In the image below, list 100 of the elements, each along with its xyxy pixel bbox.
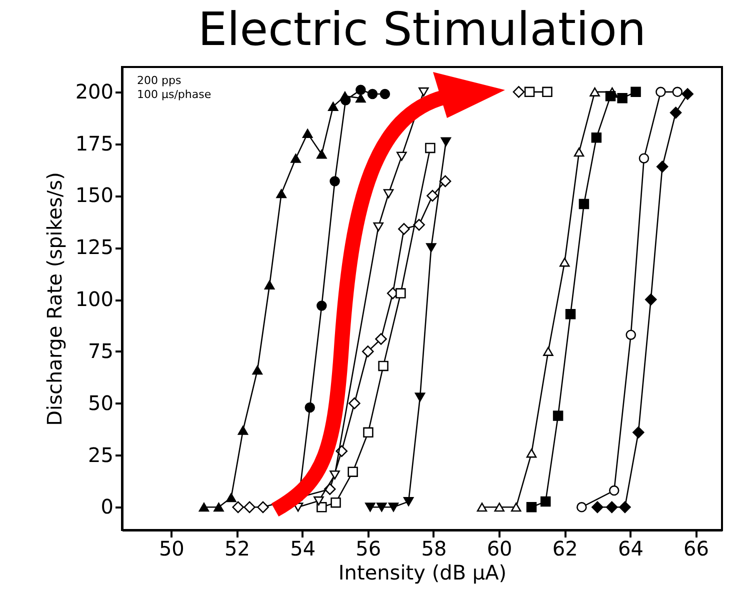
- point: [439, 175, 452, 188]
- point: [540, 496, 551, 507]
- point: [198, 502, 210, 512]
- point: [574, 148, 584, 157]
- point: [512, 86, 525, 98]
- point: [363, 427, 374, 438]
- point: [656, 86, 666, 98]
- annotation: 200 pps: [137, 74, 182, 87]
- point: [302, 128, 313, 138]
- point: [590, 87, 600, 96]
- point: [373, 222, 384, 232]
- point: [375, 333, 387, 345]
- point: [626, 330, 636, 340]
- point: [670, 106, 682, 119]
- point: [644, 294, 657, 306]
- point: [426, 243, 436, 252]
- point: [560, 258, 570, 267]
- y-tick-label: 0: [100, 494, 114, 519]
- point: [316, 300, 327, 311]
- x-axis-title: Intensity (dB μA): [338, 560, 507, 584]
- point: [316, 502, 327, 512]
- point: [244, 501, 256, 514]
- point: [388, 502, 399, 512]
- point: [418, 87, 429, 96]
- point: [630, 86, 641, 98]
- point: [314, 496, 324, 506]
- point: [656, 160, 668, 173]
- annotation: 100 μs/phase: [137, 88, 212, 101]
- point: [425, 142, 436, 154]
- x-tick-label: 60: [486, 536, 512, 560]
- point: [378, 360, 388, 372]
- y-tick-label: 200: [75, 79, 114, 104]
- point: [440, 137, 452, 146]
- point: [576, 502, 587, 512]
- point: [340, 95, 351, 106]
- y-tick-label: 25: [88, 442, 114, 467]
- point: [592, 501, 604, 514]
- point: [383, 189, 394, 198]
- point: [413, 218, 425, 231]
- point: [257, 501, 269, 514]
- point: [476, 502, 488, 512]
- point: [396, 152, 407, 161]
- point: [348, 397, 360, 410]
- x-tick-label: 62: [552, 536, 578, 560]
- point: [226, 493, 236, 502]
- x-tick-label: 66: [684, 536, 709, 560]
- point: [682, 88, 694, 100]
- x-tick-label: 56: [356, 536, 382, 560]
- y-tick-label: 50: [88, 390, 114, 415]
- point: [238, 426, 248, 435]
- point: [330, 176, 340, 186]
- y-tick-label: 150: [75, 183, 114, 208]
- point: [365, 502, 376, 512]
- point: [398, 223, 410, 235]
- point: [214, 502, 224, 512]
- x-tick-label: 64: [618, 536, 644, 560]
- point: [672, 86, 683, 98]
- y-axis-title: Discharge Rate (spikes/s): [42, 172, 66, 426]
- point: [619, 501, 631, 514]
- point: [304, 402, 315, 413]
- point: [356, 94, 366, 103]
- point: [376, 502, 387, 512]
- point: [617, 93, 628, 104]
- point: [510, 502, 522, 512]
- point: [252, 366, 263, 375]
- point: [330, 497, 341, 508]
- point: [426, 190, 438, 202]
- point: [328, 102, 338, 111]
- point: [606, 501, 618, 514]
- point: [362, 346, 374, 358]
- point: [330, 470, 340, 480]
- point: [524, 86, 535, 98]
- point: [403, 497, 414, 506]
- point: [578, 198, 590, 210]
- y-tick-label: 75: [88, 338, 114, 363]
- point: [526, 448, 537, 458]
- point: [414, 392, 426, 402]
- point: [543, 346, 554, 356]
- point: [276, 189, 286, 198]
- x-tick-label: 50: [158, 536, 184, 560]
- point: [542, 86, 552, 98]
- point: [526, 502, 537, 512]
- point: [290, 154, 301, 163]
- point: [632, 426, 644, 438]
- point: [494, 502, 504, 512]
- y-tick-label: 100: [75, 287, 114, 312]
- point: [638, 153, 650, 164]
- point: [356, 84, 366, 95]
- point: [396, 288, 406, 298]
- point: [348, 466, 358, 477]
- point: [367, 88, 378, 100]
- point: [609, 485, 620, 496]
- point: [552, 410, 564, 421]
- point: [591, 132, 602, 143]
- point: [565, 308, 576, 320]
- y-tick-label: 175: [75, 131, 114, 156]
- y-tick-label: 125: [75, 235, 114, 260]
- point: [264, 280, 275, 290]
- x-tick-label: 58: [421, 536, 447, 560]
- x-tick-label: 54: [290, 536, 316, 560]
